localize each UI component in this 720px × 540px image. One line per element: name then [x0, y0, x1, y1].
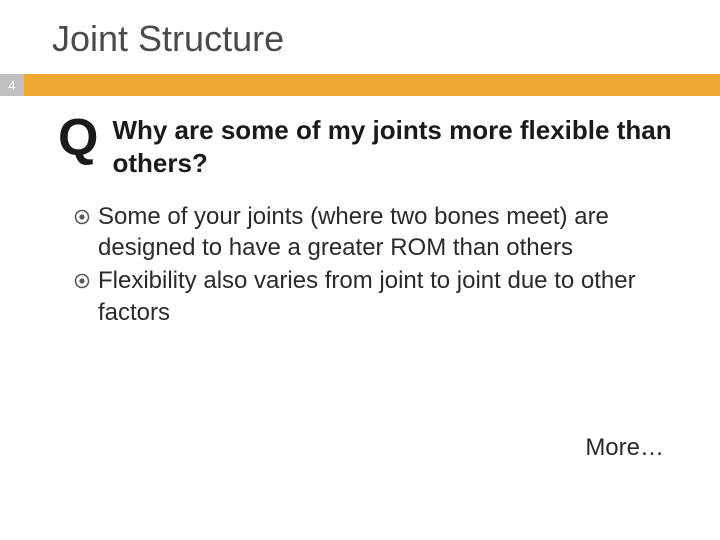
bullet-text: Flexibility also varies from joint to jo… — [98, 265, 676, 327]
content-area: Q Why are some of my joints more flexibl… — [0, 96, 720, 328]
header-bar: 4 — [0, 74, 720, 96]
question-text: Why are some of my joints more flexible … — [112, 110, 676, 179]
list-item: Flexibility also varies from joint to jo… — [74, 265, 676, 327]
q-letter: Q — [58, 112, 98, 164]
bullet-list: Some of your joints (where two bones mee… — [58, 201, 676, 328]
page-number: 4 — [8, 78, 15, 93]
page-number-box: 4 — [0, 74, 24, 96]
more-link[interactable]: More… — [585, 434, 664, 462]
accent-bar — [24, 74, 720, 96]
bullet-text: Some of your joints (where two bones mee… — [98, 201, 676, 263]
question-row: Q Why are some of my joints more flexibl… — [58, 110, 676, 179]
target-icon — [74, 209, 90, 225]
target-icon — [74, 273, 90, 289]
list-item: Some of your joints (where two bones mee… — [74, 201, 676, 263]
slide-title: Joint Structure — [0, 0, 720, 74]
